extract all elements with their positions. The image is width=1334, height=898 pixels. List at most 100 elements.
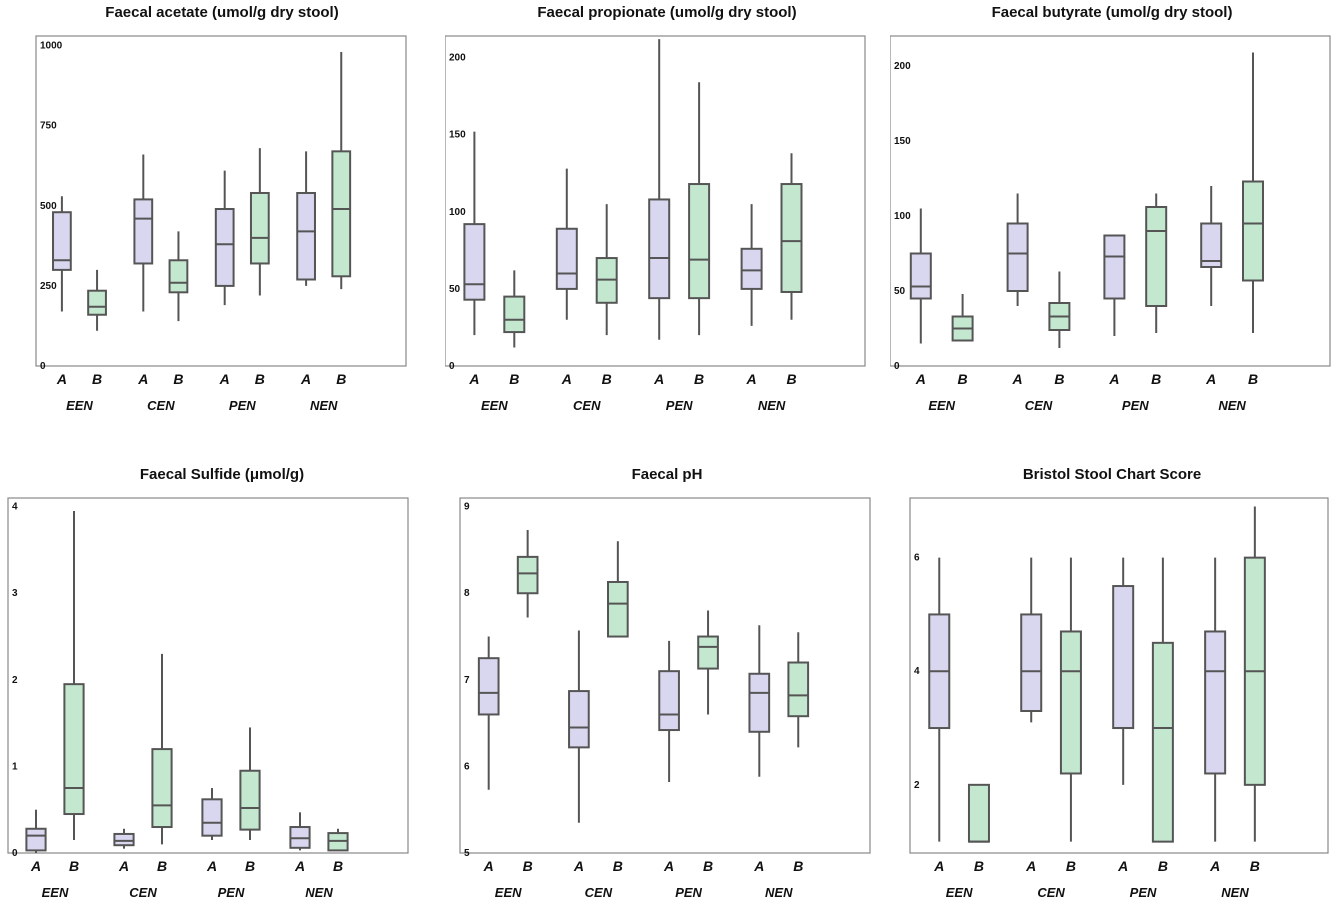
box-iqr <box>331 150 352 278</box>
x-subgroup-label: B <box>786 371 796 387</box>
y-tick-label: 200 <box>894 61 911 72</box>
box-cen-a <box>133 154 154 312</box>
x-group-label: PEN <box>1130 885 1157 898</box>
x-subgroup-label: A <box>1012 371 1023 387</box>
y-tick-label: 6 <box>464 761 470 772</box>
box-een-a <box>928 557 951 842</box>
box-iqr <box>1200 222 1223 268</box>
box-cen-a <box>555 168 578 320</box>
box-iqr <box>463 223 486 301</box>
y-tick-label: 750 <box>40 121 57 132</box>
y-tick-label: 250 <box>40 281 57 292</box>
box-nen-a <box>748 625 771 777</box>
x-group-label: EEN <box>481 398 508 413</box>
x-subgroup-label: A <box>573 858 584 874</box>
x-subgroup-label: B <box>1054 371 1064 387</box>
boxplot-svg: 0 250 500 750 1000 A B EEN A B CEN A B PEN A B NEN <box>35 35 407 413</box>
plot-frame <box>890 35 1331 367</box>
x-subgroup-label: A <box>663 858 674 874</box>
x-group-label: CEN <box>1025 398 1053 413</box>
box-cen-b <box>1059 557 1082 842</box>
box-nen-b <box>1243 506 1266 842</box>
x-subgroup-label: B <box>336 371 346 387</box>
x-subgroup-label: A <box>300 371 311 387</box>
box-pen-b <box>249 148 270 296</box>
y-tick-label: 50 <box>449 284 461 295</box>
chart-panel: Faecal acetate (umol/g dry stool) 0 250 500… <box>0 0 444 436</box>
x-group-label: CEN <box>129 885 157 898</box>
box-cen-b <box>607 541 629 638</box>
x-group-label: NEN <box>1221 885 1249 898</box>
box-iqr <box>25 827 47 852</box>
x-subgroup-label: A <box>30 858 41 874</box>
y-tick-label: 2 <box>12 675 18 686</box>
box-nen-b <box>780 153 803 320</box>
box-iqr <box>168 259 189 294</box>
box-iqr <box>1204 630 1227 775</box>
box-een-a <box>477 636 500 790</box>
x-group-label: PEN <box>218 885 245 898</box>
chart-title: Faecal butyrate (umol/g dry stool) <box>991 4 1233 21</box>
box-pen-a <box>201 788 223 841</box>
box-cen-b <box>151 653 173 845</box>
box-iqr <box>780 183 803 293</box>
y-tick-label: 500 <box>40 201 57 212</box>
plot-frame <box>35 35 407 367</box>
box-iqr <box>658 670 680 732</box>
x-subgroup-label: A <box>118 858 129 874</box>
chart-title: Bristol Stool Chart Score <box>1022 466 1202 483</box>
box-pen-b <box>688 82 711 336</box>
x-subgroup-label: A <box>206 858 217 874</box>
x-group-label: NEN <box>1218 398 1246 413</box>
x-subgroup-label: A <box>1205 371 1216 387</box>
box-iqr <box>688 183 711 300</box>
plot-frame <box>909 497 1329 854</box>
x-subgroup-label: B <box>245 858 255 874</box>
plot-frame <box>7 497 409 854</box>
box-iqr <box>113 832 135 847</box>
box-iqr <box>697 635 719 670</box>
x-group-label: NEN <box>305 885 333 898</box>
box-een-a <box>25 809 47 853</box>
x-subgroup-label: B <box>974 858 984 874</box>
box-iqr <box>1020 613 1043 712</box>
box-nen-a <box>289 812 311 851</box>
y-tick-label: 1 <box>12 761 18 772</box>
box-pen-b <box>1145 193 1168 333</box>
box-iqr <box>516 555 539 595</box>
x-subgroup-label: A <box>1108 371 1119 387</box>
x-subgroup-label: A <box>1209 858 1220 874</box>
y-tick-label: 4 <box>12 502 18 513</box>
box-iqr <box>607 580 629 638</box>
x-subgroup-label: A <box>56 371 67 387</box>
box-nen-a <box>1204 557 1227 842</box>
chart-title: Faecal pH <box>631 466 703 483</box>
y-tick-label: 100 <box>449 207 466 218</box>
y-tick-label: 0 <box>894 361 900 372</box>
x-group-label: EEN <box>495 885 522 898</box>
y-tick-label: 0 <box>12 848 18 859</box>
box-iqr <box>63 683 85 816</box>
box-cen-a <box>113 828 135 849</box>
x-subgroup-label: A <box>933 858 944 874</box>
y-tick-label: 2 <box>914 780 920 791</box>
box-iqr <box>249 191 270 265</box>
y-tick-label: 4 <box>914 666 920 677</box>
x-group-label: NEN <box>758 398 786 413</box>
chart-panel: Faecal pH 5 6 7 8 9 A B EEN A B CEN A B PEN A B NEN <box>445 462 889 898</box>
x-subgroup-label: A <box>753 858 764 874</box>
x-group-label: PEN <box>675 885 702 898</box>
y-tick-label: 50 <box>894 286 906 297</box>
chart-title: Faecal propionate (umol/g dry stool) <box>537 4 797 21</box>
box-iqr <box>201 798 223 837</box>
box-iqr <box>133 198 154 265</box>
x-subgroup-label: B <box>793 858 803 874</box>
y-tick-label: 3 <box>12 588 18 599</box>
x-group-label: NEN <box>310 398 338 413</box>
chart-panel: Faecal Sulfide (μmol/g) 0 1 2 3 4 A B EEN A B CEN A B… <box>0 462 444 898</box>
box-iqr <box>151 748 173 829</box>
box-iqr <box>748 672 771 733</box>
x-subgroup-label: A <box>915 371 926 387</box>
box-cen-a <box>1020 557 1043 723</box>
